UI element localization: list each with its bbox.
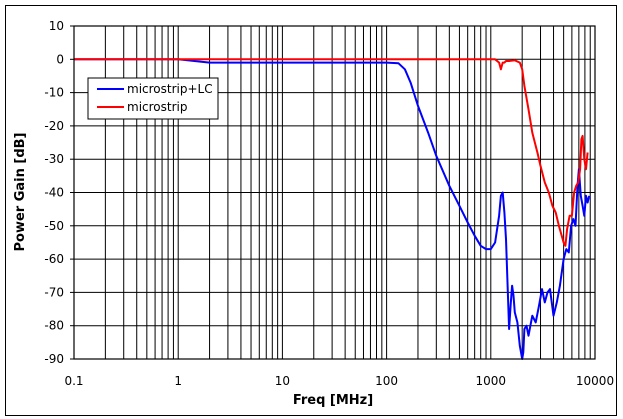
- y-tick-label: -50: [44, 219, 64, 233]
- legend: microstrip+LC microstrip: [87, 77, 219, 120]
- y-tick-label: -70: [44, 285, 64, 299]
- y-tick-label: -80: [44, 319, 64, 333]
- y-axis-title: Power Gain [dB]: [13, 133, 28, 252]
- grid-lines: [70, 25, 595, 360]
- x-axis-title: Freq [MHz]: [293, 393, 373, 408]
- x-tick-label: 1: [174, 374, 182, 388]
- x-tick-labels: 0.1 1 10 100 1000 10000: [64, 374, 614, 388]
- y-tick-label: -20: [44, 119, 64, 133]
- legend-label-microstrip-lc: microstrip+LC: [127, 82, 213, 96]
- y-tick-label: 10: [49, 19, 64, 33]
- x-tick-label: 10000: [576, 374, 614, 388]
- x-tick-label: 0.1: [64, 374, 83, 388]
- chart-frame: [5, 5, 617, 416]
- legend-box: [87, 77, 219, 120]
- y-tick-label: -60: [44, 252, 64, 266]
- y-tick-label: -10: [44, 86, 64, 100]
- legend-label-microstrip: microstrip: [127, 100, 187, 114]
- series-layer: [74, 58, 591, 360]
- x-tick-label: 1000: [476, 374, 507, 388]
- x-tick-label: 100: [375, 374, 398, 388]
- y-tick-labels: 10 0 -10 -20 -30 -40 -50 -60 -70 -80 -90: [44, 19, 64, 366]
- y-tick-label: 0: [56, 52, 64, 66]
- y-tick-label: -30: [44, 152, 64, 166]
- series-line-microstrip: [74, 58, 589, 247]
- y-tick-label: -90: [44, 352, 64, 366]
- series-line-microstrip-lc: [74, 58, 591, 360]
- x-tick-label: 10: [275, 374, 290, 388]
- plot-area-border: [73, 25, 596, 360]
- y-tick-label: -40: [44, 186, 64, 200]
